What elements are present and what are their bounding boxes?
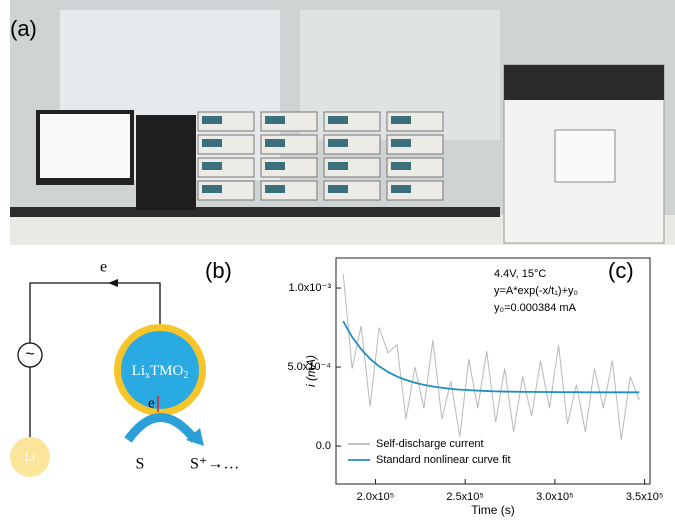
x-axis-title: Time (s) bbox=[471, 503, 515, 517]
panel-label: (c) bbox=[608, 258, 634, 283]
x-tick-label: 3.0x10⁵ bbox=[536, 491, 574, 503]
panel-label: (a) bbox=[10, 16, 37, 41]
instrument-display bbox=[202, 139, 222, 147]
pc-tower bbox=[136, 115, 196, 210]
y-tick-label: 0.0 bbox=[316, 440, 331, 452]
screen bbox=[40, 114, 130, 178]
x-tick-label: 2.0x10⁵ bbox=[357, 491, 395, 503]
label-part: Li bbox=[132, 363, 145, 379]
legend-label: Self-discharge current bbox=[376, 438, 484, 450]
legend-label: Standard nonlinear curve fit bbox=[376, 454, 511, 466]
instrument-display bbox=[265, 139, 285, 147]
instrument-display bbox=[202, 162, 222, 170]
annotation: y₀=0.000384 mA bbox=[494, 302, 577, 314]
arrow-head bbox=[186, 428, 204, 446]
chamber-window bbox=[554, 129, 616, 183]
ac-symbol: ~ bbox=[25, 346, 34, 363]
instrument-display bbox=[265, 185, 285, 193]
electron-label: e bbox=[148, 395, 155, 411]
reaction-arrow bbox=[124, 413, 199, 443]
product: S⁺→… bbox=[190, 456, 239, 473]
panel-label: (b) bbox=[205, 258, 232, 283]
arrow bbox=[108, 279, 118, 287]
x-tick-label: 2.5x10⁵ bbox=[446, 491, 484, 503]
particle-label: LixTMO2 bbox=[132, 363, 189, 381]
instrument-display bbox=[202, 185, 222, 193]
series-line bbox=[342, 273, 640, 440]
photo: (a) bbox=[10, 0, 675, 245]
instrument-display bbox=[265, 162, 285, 170]
annotation: y=A*exp(-x/t₁)+y₀ bbox=[494, 285, 578, 297]
label-part: 2 bbox=[183, 370, 188, 381]
reactant: S bbox=[136, 456, 145, 473]
instrument-display bbox=[202, 116, 222, 124]
series-line bbox=[342, 320, 640, 394]
desk-top bbox=[10, 207, 500, 217]
ac-source bbox=[17, 342, 43, 368]
label-part: x bbox=[145, 370, 150, 381]
instrument-display bbox=[391, 139, 411, 147]
instrument-display bbox=[328, 116, 348, 124]
particle-core bbox=[121, 331, 199, 409]
instrument-display bbox=[391, 162, 411, 170]
instrument-display bbox=[328, 185, 348, 193]
x-tick-label: 3.5x10⁵ bbox=[626, 491, 664, 503]
instrument-display bbox=[328, 162, 348, 170]
instrument-display bbox=[265, 116, 285, 124]
y-axis-title: i (mA) bbox=[304, 355, 318, 387]
instrument-display bbox=[328, 139, 348, 147]
y-tick-label: 5.0x10⁻⁴ bbox=[287, 361, 331, 373]
plot-frame bbox=[335, 257, 651, 485]
anode-label: Li bbox=[25, 450, 36, 464]
diagram: ~ e LixTMO2 e Li S S⁺→… (b) bbox=[10, 258, 239, 477]
electron-label: e bbox=[100, 259, 107, 276]
instruments bbox=[197, 111, 444, 201]
anode bbox=[10, 437, 50, 477]
instrument-display bbox=[391, 185, 411, 193]
label-part: TMO bbox=[150, 363, 184, 379]
y-tick-label: 1.0x10⁻³ bbox=[289, 282, 332, 294]
instrument-display bbox=[391, 116, 411, 124]
chamber-panel bbox=[504, 65, 664, 100]
annotation: 4.4V, 15°C bbox=[494, 268, 546, 280]
